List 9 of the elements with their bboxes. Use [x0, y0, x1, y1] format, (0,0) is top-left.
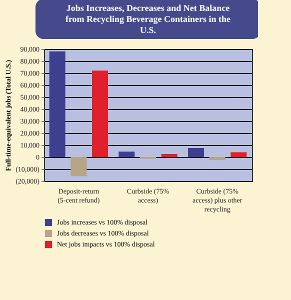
bar [230, 152, 247, 157]
bar [118, 152, 135, 157]
chart-title: Jobs Increases, Decreases and Net Balance from Recycling Beverage Containers in the U.S. [65, 3, 231, 35]
bar [49, 51, 66, 157]
bar [92, 70, 108, 157]
bar [70, 157, 87, 176]
bar [209, 157, 226, 160]
bar [161, 154, 178, 157]
bar [188, 148, 204, 157]
